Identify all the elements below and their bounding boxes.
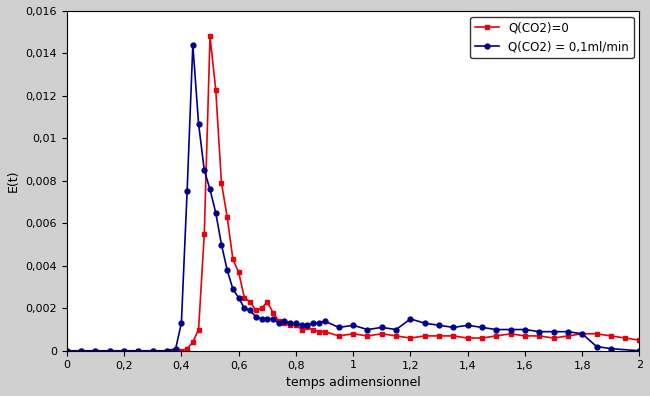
Q(CO2) = 0,1ml/min xyxy=(636,348,643,353)
Q(CO2) = 0,1ml/min xyxy=(335,325,343,330)
Q(CO2) = 0,1ml/min xyxy=(63,348,71,353)
Q(CO2)=0 xyxy=(252,308,260,313)
Q(CO2) = 0,1ml/min xyxy=(189,42,197,47)
Legend: Q(CO2)=0, Q(CO2) = 0,1ml/min: Q(CO2)=0, Q(CO2) = 0,1ml/min xyxy=(471,17,634,58)
Q(CO2) = 0,1ml/min xyxy=(309,321,317,326)
Line: Q(CO2) = 0,1ml/min: Q(CO2) = 0,1ml/min xyxy=(64,42,642,353)
X-axis label: temps adimensionnel: temps adimensionnel xyxy=(286,376,421,389)
Q(CO2)=0 xyxy=(378,331,385,336)
Q(CO2)=0 xyxy=(636,338,643,343)
Q(CO2) = 0,1ml/min xyxy=(450,325,458,330)
Q(CO2)=0 xyxy=(464,336,472,341)
Q(CO2)=0 xyxy=(349,331,357,336)
Q(CO2) = 0,1ml/min xyxy=(77,348,85,353)
Q(CO2) = 0,1ml/min xyxy=(363,327,371,332)
Y-axis label: E(t): E(t) xyxy=(7,169,20,192)
Q(CO2) = 0,1ml/min xyxy=(246,308,254,313)
Q(CO2)=0 xyxy=(206,34,214,39)
Q(CO2)=0 xyxy=(77,348,85,353)
Q(CO2)=0 xyxy=(63,348,71,353)
Line: Q(CO2)=0: Q(CO2)=0 xyxy=(64,34,642,353)
Q(CO2)=0 xyxy=(315,329,322,334)
